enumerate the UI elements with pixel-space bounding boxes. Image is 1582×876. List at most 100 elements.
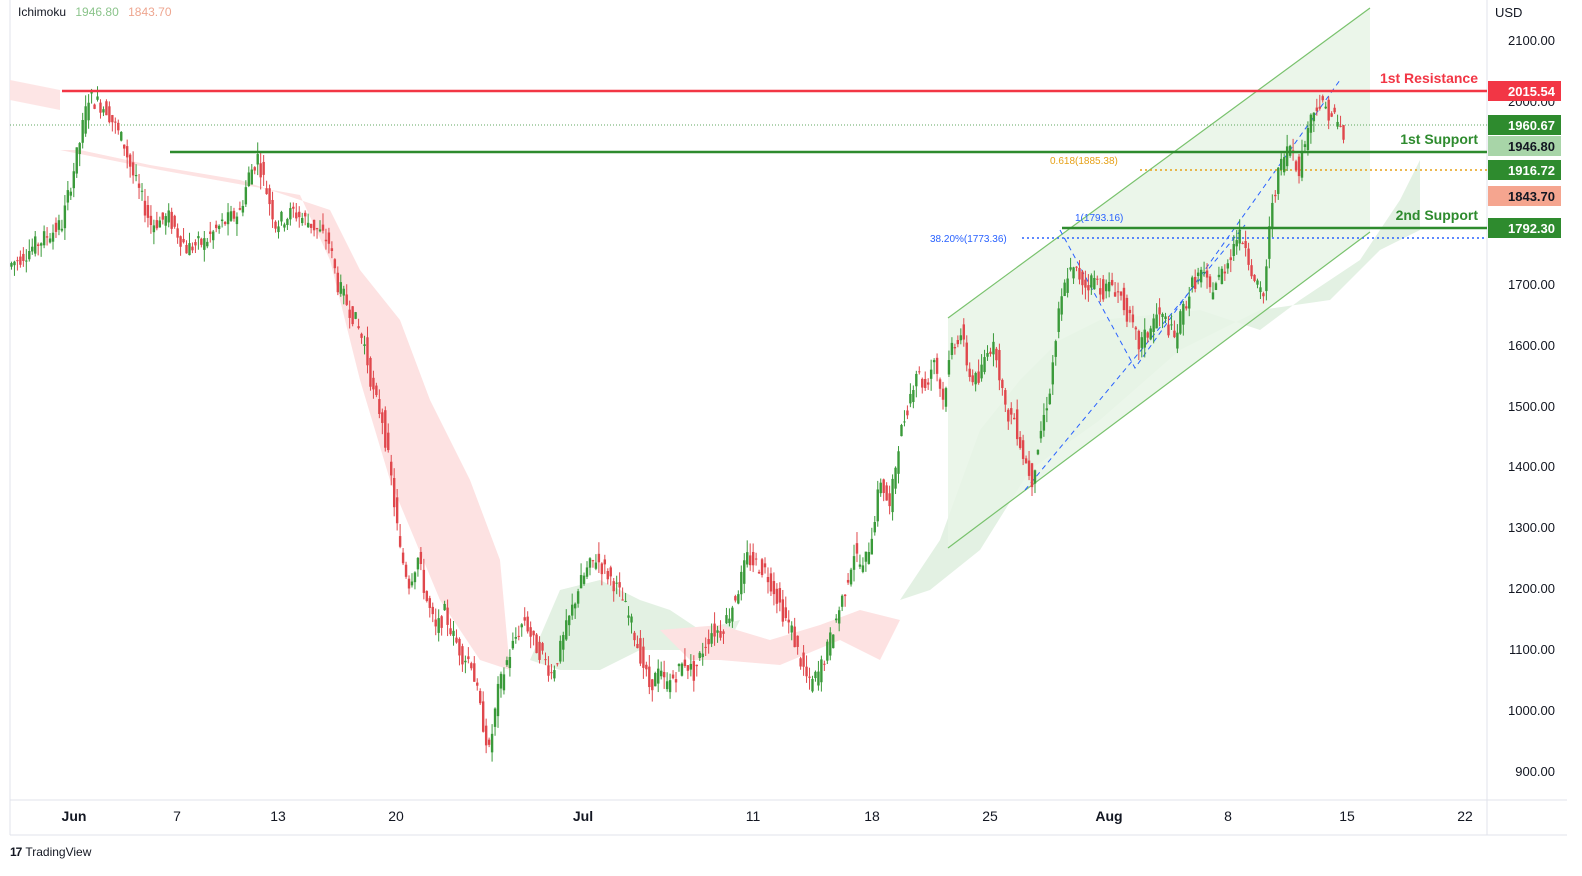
candle-body: [105, 101, 108, 116]
candle-body: [535, 634, 538, 654]
candle-body: [701, 653, 704, 658]
indicator-name: Ichimoku: [18, 5, 67, 19]
candle-body: [262, 161, 265, 175]
candle: [490, 724, 494, 762]
candle-body: [194, 242, 197, 246]
candle: [407, 575, 411, 595]
candle-body: [882, 479, 885, 494]
candle-body: [493, 708, 497, 727]
candle: [342, 285, 345, 305]
candle-body: [885, 485, 888, 501]
candle: [737, 590, 740, 605]
candle: [514, 627, 518, 644]
candle-body: [470, 663, 473, 669]
candle-body: [912, 390, 915, 403]
candle-body: [1096, 278, 1099, 280]
candle-body: [956, 339, 960, 345]
candle-body: [137, 183, 141, 188]
tradingview-logo[interactable]: 17 TradingView: [10, 845, 91, 859]
candle-body: [568, 615, 571, 626]
candle: [443, 600, 446, 611]
candle: [360, 332, 363, 344]
candle: [998, 343, 1001, 391]
candle-body: [1324, 106, 1327, 109]
channel-fill: [948, 8, 1370, 548]
candle: [891, 474, 894, 521]
candle: [238, 201, 242, 211]
candle-body: [950, 342, 954, 355]
candle-body: [1033, 470, 1037, 484]
candle-body: [1013, 417, 1016, 420]
y-tick-label: 1400.00: [1508, 459, 1555, 474]
candle: [493, 707, 497, 736]
candle-body: [615, 582, 618, 584]
candle: [757, 569, 761, 574]
candle: [926, 378, 930, 390]
candle-body: [232, 210, 236, 219]
candle-body: [72, 171, 75, 189]
candle: [312, 219, 316, 237]
candle-body: [820, 659, 823, 683]
candle-body: [1232, 243, 1235, 256]
candle-body: [487, 739, 491, 745]
candle: [93, 103, 96, 110]
candle: [128, 153, 132, 178]
candle-body: [499, 673, 503, 689]
candle-body: [1093, 277, 1096, 290]
candle-body: [538, 641, 541, 660]
candle: [517, 625, 520, 641]
channel-upper-line: [947, 7, 1371, 319]
candle: [57, 214, 61, 236]
candle-body: [968, 368, 971, 377]
candle-body: [918, 371, 921, 373]
candle: [318, 220, 322, 233]
candle-body: [467, 656, 470, 660]
candle-body: [692, 661, 696, 681]
candle-body: [757, 571, 761, 574]
candle: [677, 663, 681, 672]
candle-body: [203, 238, 206, 250]
candle: [179, 235, 182, 256]
candle: [327, 227, 331, 254]
candle: [1084, 270, 1087, 300]
candle: [520, 623, 523, 637]
candle-body: [1113, 292, 1117, 297]
candle: [1259, 281, 1262, 300]
candle: [1253, 274, 1256, 283]
candle-body: [570, 604, 574, 616]
cloud-area: [660, 610, 900, 665]
candle-body: [120, 132, 123, 141]
candle: [1217, 266, 1221, 281]
candle: [1033, 469, 1037, 494]
x-tick-label: 11: [746, 808, 761, 824]
candle: [692, 655, 696, 692]
candle-body: [1137, 330, 1141, 350]
candle: [775, 583, 779, 614]
candle: [1060, 288, 1063, 321]
candle: [1099, 278, 1102, 303]
candle-body: [751, 551, 755, 566]
candle: [1143, 318, 1146, 358]
candle-body: [182, 238, 185, 243]
candle: [1042, 403, 1046, 437]
candle: [351, 306, 354, 327]
candle-body: [378, 399, 381, 415]
candle-body: [265, 188, 268, 195]
candle-body: [879, 482, 882, 494]
candle-body: [473, 663, 476, 682]
candle-body: [259, 163, 262, 178]
candle: [117, 119, 120, 135]
candle: [1048, 388, 1052, 405]
candle-body: [16, 260, 19, 262]
candle-body: [1001, 379, 1004, 389]
candle-body: [440, 616, 443, 628]
fib-trend-line: [1059, 79, 1341, 369]
candle-body: [220, 219, 224, 222]
candle-body: [612, 581, 615, 592]
candle: [603, 554, 607, 574]
candle-body: [342, 288, 345, 296]
candle-body: [1143, 329, 1146, 348]
candle: [882, 478, 885, 502]
candle-body: [793, 626, 796, 648]
